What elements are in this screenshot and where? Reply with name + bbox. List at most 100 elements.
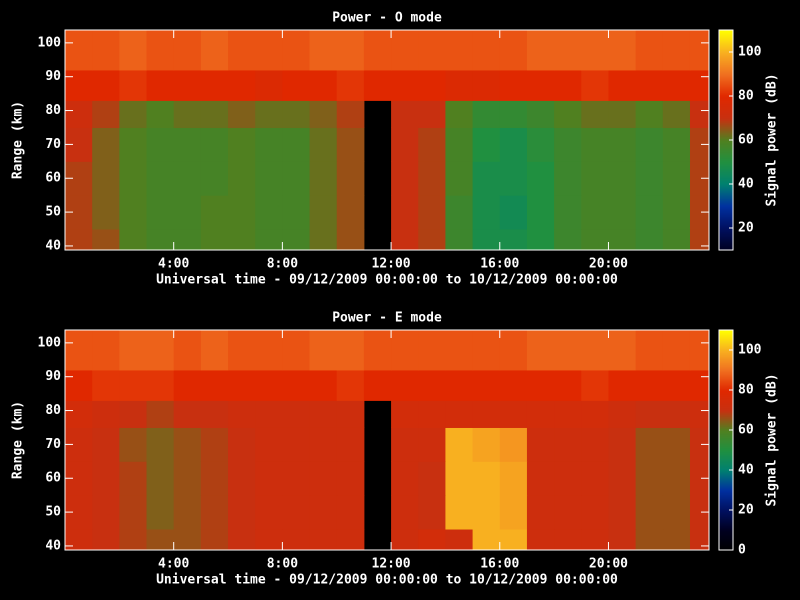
heat-cell	[391, 127, 419, 162]
colorbar-step	[719, 480, 733, 483]
colorbar-step	[719, 216, 733, 219]
colorbar-step	[719, 492, 733, 495]
heat-cell	[418, 461, 446, 496]
y-tick-label: 80	[45, 403, 61, 418]
colorbar-tick-label: 80	[738, 383, 754, 398]
colorbar-step	[719, 464, 733, 467]
colorbar-step	[719, 446, 733, 449]
heat-cell	[282, 229, 311, 251]
x-tick-label: 4:00	[158, 557, 189, 572]
heat-cell	[635, 69, 664, 101]
colorbar-step	[719, 386, 733, 389]
colorbar-step	[719, 342, 733, 345]
colorbar-step	[719, 452, 733, 455]
colorbar-step	[719, 488, 733, 491]
heat-cell	[499, 69, 528, 101]
colorbar-step	[719, 166, 733, 169]
heat-cell	[119, 427, 148, 462]
heat-cell	[173, 127, 202, 162]
heat-cell	[92, 69, 120, 101]
colorbar-step	[719, 466, 733, 469]
heat-cell	[499, 461, 528, 496]
heat-cell	[228, 369, 256, 401]
heat-cell	[662, 400, 691, 428]
colorbar-step	[719, 428, 733, 431]
heat-cell	[65, 30, 93, 71]
colorbar-step	[719, 332, 733, 335]
colorbar-step	[719, 150, 733, 153]
colorbar-step	[719, 40, 733, 43]
colorbar-step	[719, 36, 733, 39]
colorbar-step	[719, 164, 733, 167]
heat-cell	[662, 100, 691, 128]
heat-cell	[336, 30, 365, 71]
heat-cell	[472, 495, 501, 530]
colorbar-step	[719, 366, 733, 369]
heat-cell	[581, 100, 609, 128]
colorbar-step	[719, 54, 733, 57]
colorbar-step	[719, 244, 733, 247]
heat-cell	[65, 400, 93, 428]
colorbar-step	[719, 74, 733, 77]
heat-cell	[200, 529, 229, 551]
heat-cell	[608, 461, 637, 496]
heat-cell	[391, 69, 419, 101]
heat-cell	[499, 369, 528, 401]
colorbar-step	[719, 418, 733, 421]
heat-cell	[526, 427, 555, 462]
heat-cell	[391, 427, 419, 462]
y-tick-label: 60	[45, 171, 61, 186]
colorbar-step	[719, 184, 733, 187]
heat-cell	[472, 127, 501, 162]
heat-cell	[472, 100, 501, 128]
colorbar-step	[719, 138, 733, 141]
heat-cell	[472, 330, 501, 371]
heat-cell	[336, 330, 365, 371]
heat-cell	[662, 427, 691, 462]
colorbar-step	[719, 368, 733, 371]
heat-cell	[499, 400, 528, 428]
colorbar-step	[719, 380, 733, 383]
heat-cell	[65, 100, 93, 128]
heat-cell	[146, 330, 175, 371]
heat-cell	[228, 100, 256, 128]
heat-cell	[92, 495, 120, 530]
heat-cell	[146, 461, 175, 496]
colorbar-step	[719, 336, 733, 339]
colorbar-step	[719, 534, 733, 537]
heat-cell	[255, 229, 283, 251]
heat-cell	[608, 30, 637, 71]
colorbar-step	[719, 206, 733, 209]
heat-cell	[282, 400, 311, 428]
colorbar-step	[719, 234, 733, 237]
heat-cell	[445, 495, 474, 530]
colorbar-step	[719, 532, 733, 535]
heat-cell	[445, 330, 474, 371]
heat-cell	[418, 427, 446, 462]
colorbar-step	[719, 356, 733, 359]
heat-cell	[608, 369, 637, 401]
colorbar-step	[719, 420, 733, 423]
heat-cell	[146, 427, 175, 462]
heat-cell	[173, 400, 202, 428]
colorbar-step	[719, 546, 733, 549]
heat-cell	[200, 461, 229, 496]
x-tick-label: 8:00	[267, 257, 298, 272]
colorbar-step	[719, 528, 733, 531]
heat-cell	[228, 461, 256, 496]
heat-cell	[445, 127, 474, 162]
heat-cell	[499, 195, 528, 230]
colorbar-step	[719, 182, 733, 185]
colorbar-step	[719, 468, 733, 471]
heat-cell	[608, 229, 637, 251]
colorbar-step	[719, 190, 733, 193]
heat-cell	[309, 529, 338, 551]
heat-cell	[391, 330, 419, 371]
colorbar-step	[719, 220, 733, 223]
colorbar-step	[719, 208, 733, 211]
colorbar-step	[719, 168, 733, 171]
heat-cell	[662, 369, 691, 401]
heat-cell	[635, 330, 664, 371]
heat-cell	[119, 69, 148, 101]
colorbar-step	[719, 246, 733, 249]
